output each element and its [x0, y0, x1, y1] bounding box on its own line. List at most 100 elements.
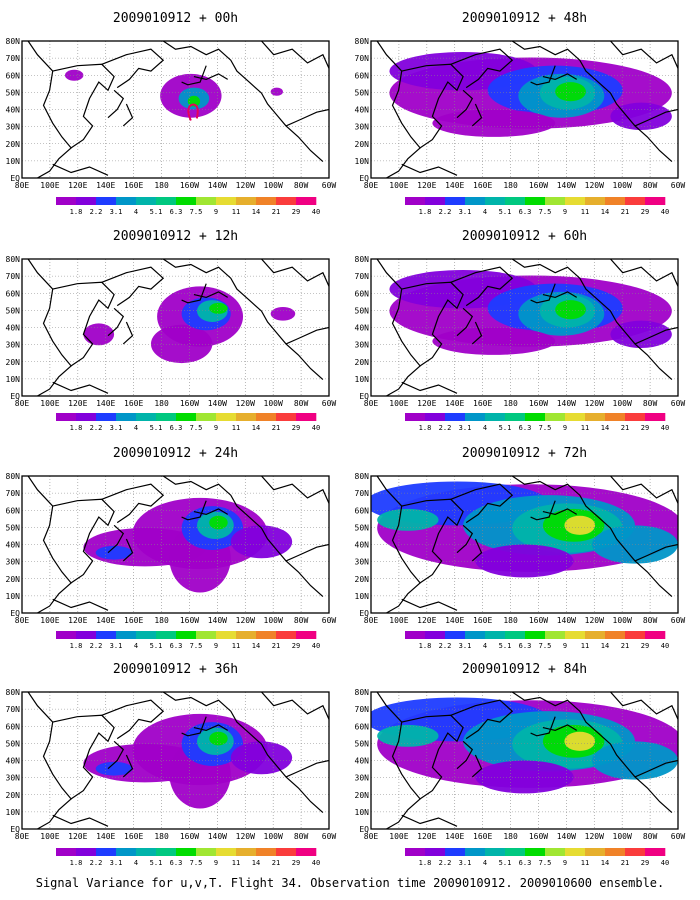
- variance-contour: [209, 515, 228, 530]
- colorbar-label: 4: [134, 208, 138, 216]
- colorbar-swatch: [196, 631, 217, 639]
- panel-p00: 2009010912 + 00h 80E 100E 120E 140E 160E 180 16…: [6, 11, 337, 216]
- lon-tick-label: 120E: [68, 832, 87, 841]
- colorbar-swatch: [605, 631, 626, 639]
- lon-tick-label: 120W: [236, 181, 255, 190]
- lon-tick-label: 160W: [529, 616, 548, 625]
- variance-contour: [95, 545, 133, 560]
- colorbar-swatch: [296, 631, 317, 639]
- colorbar-swatch: [76, 413, 97, 421]
- variance-shading: [64, 69, 283, 118]
- colorbar-label: 4: [134, 642, 138, 650]
- lat-tick-label: 60N: [6, 506, 21, 515]
- lon-tick-label: 140E: [96, 832, 115, 841]
- variance-contour: [209, 731, 228, 746]
- colorbar-label: 9: [214, 424, 218, 432]
- colorbar-swatch: [485, 848, 506, 856]
- lat-tick-label: EQ: [10, 609, 20, 618]
- lon-tick-label: 60W: [671, 616, 686, 625]
- colorbar-swatch: [445, 848, 466, 856]
- colorbar-swatch: [176, 848, 197, 856]
- colorbar-swatch: [76, 197, 97, 205]
- colorbar-swatch: [76, 848, 97, 856]
- lon-tick-label: 120W: [236, 832, 255, 841]
- colorbar-label: 14: [601, 424, 609, 432]
- colorbar-swatch: [296, 413, 317, 421]
- lon-tick-label: 80E: [15, 181, 30, 190]
- colorbar-label: 6.3: [170, 208, 183, 216]
- colorbar-swatch: [56, 848, 77, 856]
- colorbar-swatch: [645, 631, 666, 639]
- colorbar-swatch: [96, 197, 117, 205]
- colorbar-label: 14: [252, 859, 260, 867]
- variance-contour: [64, 69, 84, 81]
- lat-tick-label: 80N: [6, 37, 21, 46]
- variance-contour: [475, 544, 574, 578]
- lon-tick-label: 80E: [15, 399, 30, 408]
- lat-tick-label: 50N: [355, 739, 370, 748]
- colorbar-label: 40: [661, 859, 669, 867]
- colorbar-label: 11: [581, 424, 589, 432]
- colorbar-label: 11: [232, 642, 240, 650]
- lon-tick-label: 80E: [364, 399, 379, 408]
- lon-tick-label: 100E: [40, 399, 59, 408]
- lat-tick-label: 80N: [355, 37, 370, 46]
- lon-tick-label: 60W: [671, 399, 686, 408]
- colorbar-swatch: [56, 631, 77, 639]
- colorbar-label: 9: [563, 208, 567, 216]
- colorbar-swatch: [216, 631, 237, 639]
- colorbar-label: 14: [252, 642, 260, 650]
- panel-title: 2009010912 + 84h: [462, 662, 587, 677]
- colorbar-swatch: [116, 413, 137, 421]
- colorbar-label: 29: [641, 859, 649, 867]
- lat-tick-label: 20N: [355, 791, 370, 800]
- colorbar-swatch: [405, 631, 426, 639]
- lat-tick-label: 40N: [6, 324, 21, 333]
- colorbar-swatch: [465, 413, 486, 421]
- colorbar-label: 2.2: [439, 642, 452, 650]
- colorbar-swatch: [176, 631, 197, 639]
- variance-contour: [555, 300, 586, 320]
- lon-tick-label: 160W: [529, 181, 548, 190]
- colorbar-label: 40: [661, 208, 669, 216]
- colorbar-label: 7.5: [539, 859, 552, 867]
- colorbar-swatch: [236, 631, 257, 639]
- panel-title: 2009010912 + 60h: [462, 229, 587, 244]
- colorbar: 1.8 2.2 3.1 4 5.1 6.3 7.5 9 11 14 21 29 40: [56, 197, 320, 216]
- colorbar-swatch: [605, 413, 626, 421]
- lon-tick-label: 180: [503, 399, 518, 408]
- lat-tick-label: 80N: [355, 688, 370, 697]
- lat-tick-label: 40N: [355, 757, 370, 766]
- map-frame: [370, 475, 679, 614]
- lat-tick-label: 50N: [6, 739, 21, 748]
- colorbar-swatch: [485, 413, 506, 421]
- variance-contour: [83, 323, 115, 346]
- lon-tick-label: 180: [503, 616, 518, 625]
- colorbar-label: 11: [581, 859, 589, 867]
- lon-tick-label: 140W: [208, 181, 227, 190]
- lat-tick-label: 40N: [6, 541, 21, 550]
- colorbar-swatch: [605, 197, 626, 205]
- variance-contour: [555, 82, 586, 102]
- colorbar-swatch: [625, 197, 646, 205]
- panel-title: 2009010912 + 36h: [113, 662, 238, 677]
- lon-tick-label: 80W: [643, 616, 658, 625]
- colorbar-label: 2.2: [439, 208, 452, 216]
- panel-p12: 2009010912 + 12h 80E 100E 120E 140E 160E 180 16…: [6, 229, 337, 432]
- colorbar-swatch: [196, 413, 217, 421]
- colorbar-swatch: [505, 197, 526, 205]
- lon-tick-label: 180: [503, 832, 518, 841]
- colorbar-swatch: [585, 197, 606, 205]
- lat-tick-label: 30N: [6, 123, 21, 132]
- colorbar-swatch: [645, 197, 666, 205]
- lat-tick-label: EQ: [10, 174, 20, 183]
- panel-p48: 2009010912 + 48h 80E 100E 120E 140E 160E 180 16…: [355, 11, 686, 216]
- lon-tick-label: 140W: [557, 832, 576, 841]
- lat-tick-label: 30N: [6, 774, 21, 783]
- colorbar-label: 3.1: [110, 859, 123, 867]
- lon-tick-label: 160W: [529, 399, 548, 408]
- coastlines: [27, 41, 329, 178]
- lon-tick-label: 120W: [236, 616, 255, 625]
- colorbar-swatch: [585, 631, 606, 639]
